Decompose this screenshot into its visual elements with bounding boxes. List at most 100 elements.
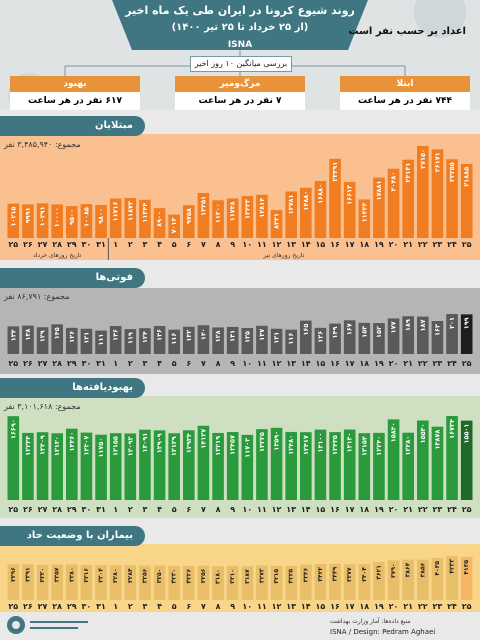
bar <box>300 432 312 500</box>
bar-value-label: ۳۲۱۰ <box>229 569 236 584</box>
day-tick-label: ۲۵ <box>8 240 18 249</box>
bar-value-label: ۱۲۹۳۴ <box>185 433 193 453</box>
bar-value-label: ۱۳۷۸۱ <box>287 195 295 215</box>
bar-value-label: ۳۳۰۴ <box>98 568 105 583</box>
bar-value-label: ۱۱۹ <box>126 332 134 344</box>
day-tick-label: ۲۹ <box>67 505 77 514</box>
bar <box>256 565 268 600</box>
bar-value-label: ۱۸۷ <box>419 320 427 332</box>
day-tick-label: ۲۲ <box>418 359 428 368</box>
bar-value-label: ۱۳۳۵۱ <box>199 196 207 216</box>
khordad-axis-label: تاریخ روزهای خرداد <box>33 252 81 259</box>
bar-value-label: ۱۴۹ <box>331 327 339 339</box>
bar-value-label: ۳۲۸۰ <box>112 568 119 583</box>
bar <box>36 203 49 238</box>
day-tick-label: ۲۶ <box>23 602 33 611</box>
day-tick-label: ۲۰ <box>389 505 399 514</box>
bar <box>314 180 327 238</box>
day-tick-label: ۳۰ <box>82 505 92 514</box>
bar <box>124 433 137 500</box>
day-tick-label: ۲۹ <box>67 359 77 368</box>
bar-value-label: ۹۵۰۰ <box>68 209 76 225</box>
bar <box>431 321 444 354</box>
bar-value-label: ۱۲۴۸۰ <box>287 435 295 455</box>
bar-value-label: ۳۲۳۰ <box>171 569 178 584</box>
bar <box>387 168 400 238</box>
bar <box>402 316 414 354</box>
day-tick-label: ۲۱ <box>403 602 413 611</box>
bar-value-label: ۱۲۱۵۴ <box>360 436 368 456</box>
day-tick-label: ۷ <box>201 505 206 514</box>
bar-value-label: ۱۵۳ <box>360 326 368 338</box>
bar <box>270 565 283 600</box>
bar-value-label: ۱۱۶ <box>170 333 178 345</box>
critical-chart: ۳۳۹۶ ۳۳۹۱ ۳۳۳۰ ۳۳۵۷ ۳۳۸۰ ۳۳۱۶ ۳۳۰۴ ۳۲۸۰ ۳۲۸۴ ۳۲۵۶… <box>7 556 473 611</box>
bar <box>183 326 195 354</box>
bar-value-label: ۱۵۸۳۰ <box>390 422 398 442</box>
day-tick-label: ۳۱ <box>96 505 106 514</box>
bar-value-label: ۱۳۶ <box>156 329 164 341</box>
rate-value: ۷ نفر در هر ساعت <box>175 92 305 110</box>
bar-value-label: ۱۵۵۰۱ <box>463 424 471 444</box>
bar <box>66 327 78 354</box>
day-tick-label: ۱۷ <box>345 240 355 249</box>
bar <box>95 434 107 500</box>
bar-value-label: ۱۱۸۷۳ <box>126 201 134 221</box>
day-tick-label: ۸ <box>216 602 221 611</box>
day-tick-label: ۳۱ <box>96 240 106 249</box>
bar <box>124 565 137 600</box>
bar-value-label: ۱۰۲۹۱ <box>39 206 47 226</box>
day-tick-label: ۱۲ <box>272 602 282 611</box>
day-tick-label: ۱۸ <box>359 602 369 611</box>
day-tick-label: ۲۴ <box>447 505 457 514</box>
source-tag: ISNA <box>227 40 253 50</box>
day-tick-label: ۱۳ <box>286 602 296 611</box>
bar-value-label: ۲۳۳۹۱ <box>331 162 339 182</box>
day-tick-label: ۲۹ <box>67 240 77 249</box>
day-tick-label: ۴ <box>157 240 162 249</box>
bar-value-label: ۱۶۷ <box>346 323 354 335</box>
bar-value-label: ۱۱۶ <box>287 333 295 345</box>
day-tick-label: ۲۵ <box>8 505 18 514</box>
day-tick-label: ۵ <box>172 240 177 249</box>
bar <box>431 557 444 600</box>
day-tick-label: ۱۴ <box>301 359 311 368</box>
bar-value-label: ۳۳۹۶ <box>10 567 17 582</box>
day-tick-label: ۳ <box>142 359 147 368</box>
bar-value-label: ۱۳۱ <box>229 330 237 342</box>
bar-value-label: ۱۹۹ <box>463 317 471 329</box>
bar-value-label: ۳۸۵۶ <box>419 562 426 577</box>
bar-value-label: ۱۱۷۵۰ <box>97 438 105 458</box>
design-credit: ISNA / Design: Pedram Aghaei <box>330 628 436 636</box>
day-tick-label: ۱۵ <box>316 359 326 368</box>
day-tick-label: ۲۵ <box>462 240 472 249</box>
bar-value-label: ۱۱۷۴۸ <box>229 201 237 221</box>
bar <box>270 210 283 238</box>
critical-heading: بیماران با وضعیت حاد <box>0 526 145 546</box>
bar-value-label: ۱۳۳۶۰ <box>68 432 76 452</box>
bar <box>270 328 283 354</box>
bar <box>212 566 224 600</box>
bar <box>417 146 429 238</box>
bar-value-label: ۱۱۳۴۴ <box>141 203 149 223</box>
day-axis: ۲۵ ۲۶ ۲۷ ۲۸ ۲۹ ۳۰ ۳۱ ۱ ۲ ۳ ۴ ۵ ۶ ۷ ۸ ۹ ۱۰ ۱۱ ۱۲ ۱۳ ۱۴ ۱۵ ۱۶ ۱۷ ۱… <box>8 505 471 514</box>
bar <box>358 322 371 354</box>
bar <box>446 556 458 600</box>
bar <box>446 314 458 354</box>
bar <box>446 159 458 238</box>
day-axis: ۲۵ ۲۶ ۲۷ ۲۸ ۲۹ ۳۰ ۳۱ ۱ ۲ ۳ ۴ ۵ ۶ ۷ ۸ ۹ ۱۰ ۱۱ ۱۲ ۱۳ ۱۴ ۱۵ ۱۶ ۱۷ ۱… <box>8 240 471 249</box>
bar-series: ۳۳۹۶ ۳۳۹۱ ۳۳۳۰ ۳۳۵۷ ۳۳۸۰ ۳۳۱۶ ۳۳۰۴ ۳۲۸۰ ۳۲۸۴ ۳۲۵۶… <box>7 556 473 600</box>
day-tick-label: ۲۱ <box>403 240 413 249</box>
bar <box>285 565 297 600</box>
day-tick-label: ۲۳ <box>433 240 443 249</box>
bar <box>153 565 166 600</box>
bar-value-label: ۳۳۸۰ <box>68 567 75 582</box>
day-tick-label: ۴ <box>157 359 162 368</box>
bar <box>241 196 254 238</box>
day-tick-label: ۴ <box>157 602 162 611</box>
bar <box>329 432 341 500</box>
day-tick-label: ۲۵ <box>462 602 472 611</box>
bar <box>417 420 429 500</box>
bar-value-label: ۳۳۵۷ <box>54 567 61 582</box>
day-tick-label: ۲۶ <box>23 359 33 368</box>
